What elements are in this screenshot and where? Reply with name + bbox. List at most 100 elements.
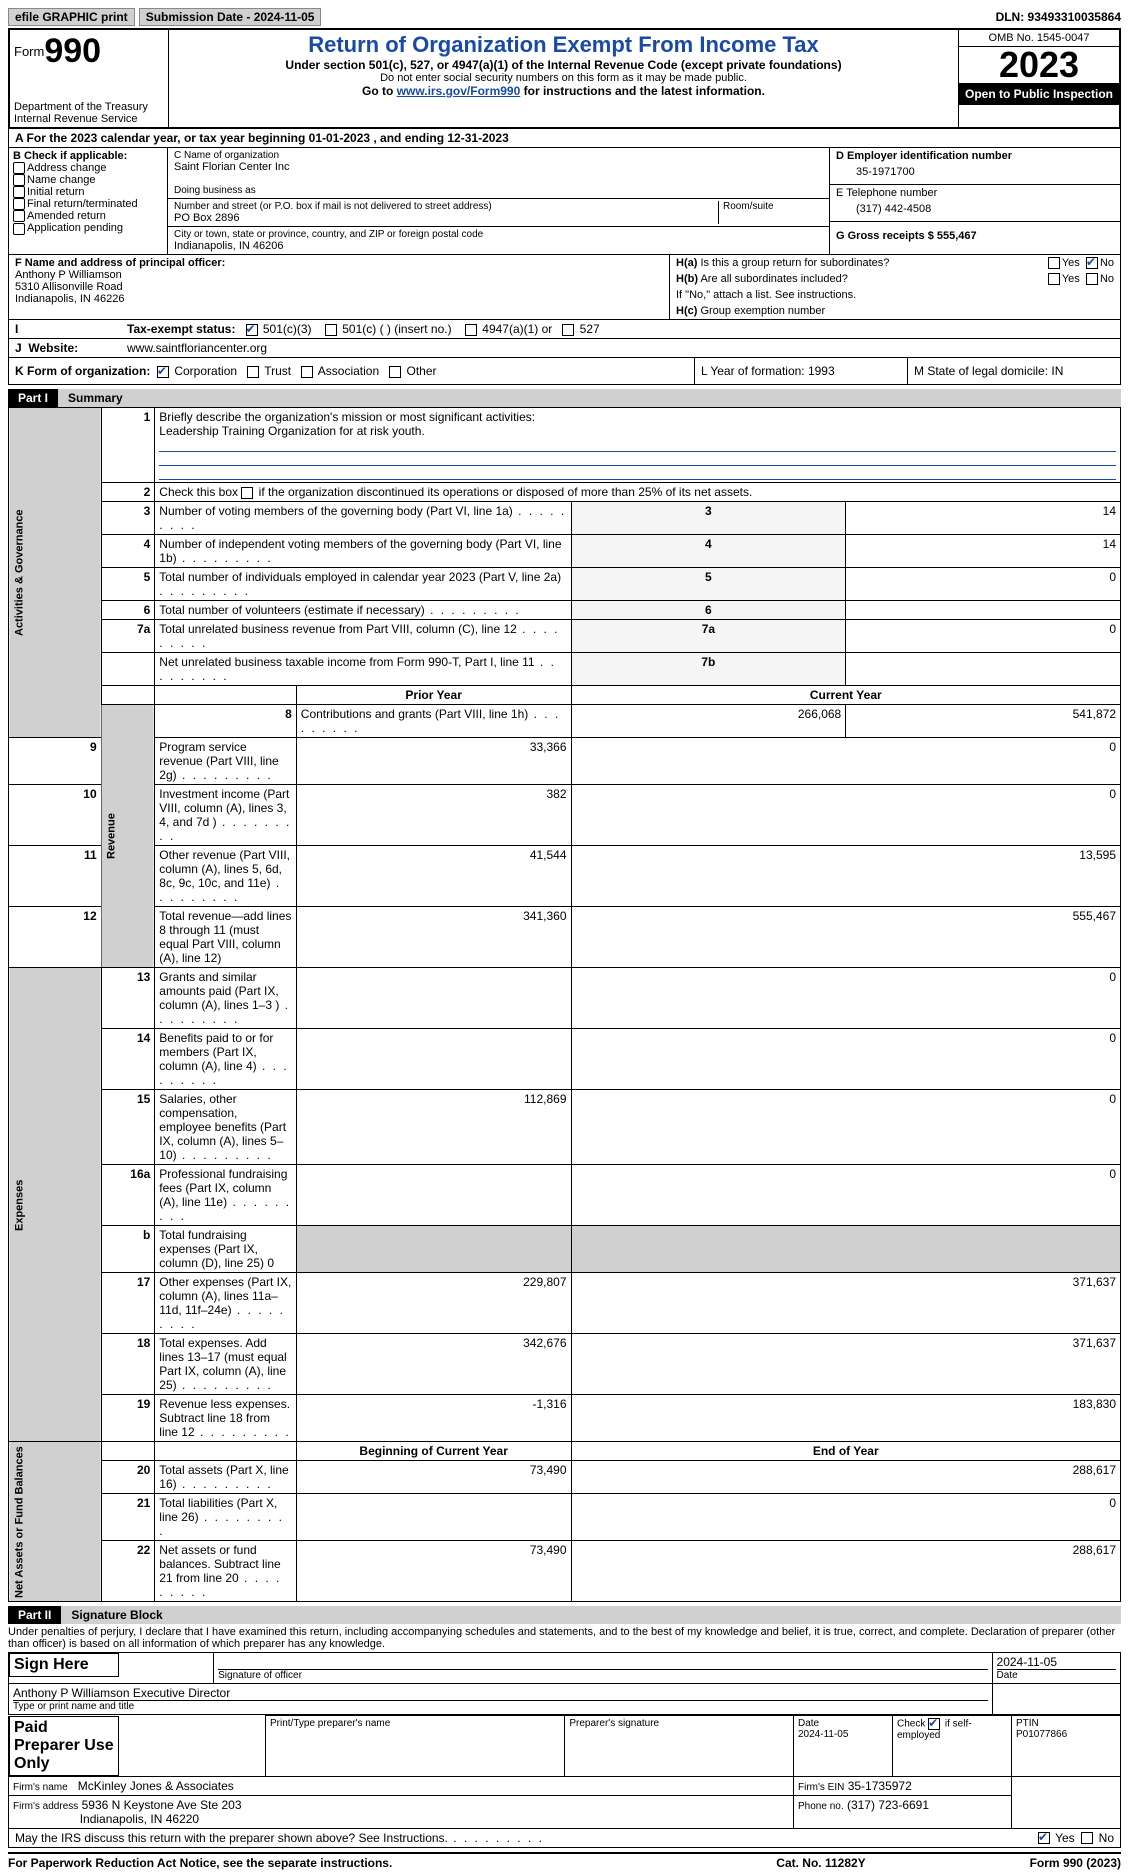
- firm-addr-label: Firm's address: [13, 1801, 78, 1812]
- opt-final-return: Final return/terminated: [27, 198, 138, 210]
- na-row-text: Total assets (Part X, line 16): [155, 1461, 297, 1494]
- officer-addr2: Indianapolis, IN 46226: [15, 293, 663, 305]
- rev-current: 555,467: [571, 907, 1120, 968]
- checkbox-527[interactable]: [562, 324, 574, 336]
- part-i-header: Part I Summary: [8, 389, 1121, 407]
- ag-row-val: 14: [846, 502, 1121, 535]
- checkbox-trust[interactable]: [247, 366, 259, 378]
- checkbox-self-employed[interactable]: [928, 1718, 940, 1730]
- part-i-title: Summary: [58, 389, 1121, 407]
- main-info-box: B Check if applicable: Address change Na…: [8, 148, 1121, 255]
- checkbox-501c3[interactable]: [246, 324, 258, 336]
- ag-row-num: 3: [101, 502, 155, 535]
- opt-amended-return: Amended return: [27, 210, 106, 222]
- dba-label: Doing business as: [174, 185, 823, 196]
- checkbox-discuss-no[interactable]: [1081, 1832, 1093, 1844]
- rev-prior: 41,544: [296, 846, 571, 907]
- checkbox-address-change[interactable]: [13, 162, 25, 174]
- footer-left: For Paperwork Reduction Act Notice, see …: [8, 1856, 721, 1870]
- rev-prior: 33,366: [296, 738, 571, 785]
- sig-officer-label: Signature of officer: [218, 1670, 987, 1681]
- checkbox-amended-return[interactable]: [13, 210, 25, 222]
- hdr-beg-year: Beginning of Current Year: [296, 1442, 571, 1461]
- phone-label: E Telephone number: [836, 187, 1114, 199]
- form990-link[interactable]: www.irs.gov/Form990: [397, 84, 521, 98]
- opt-association: Association: [318, 364, 379, 378]
- ag-row-val: 14: [846, 535, 1121, 568]
- exp-current: 183,830: [571, 1395, 1120, 1442]
- tax-exempt-label: Tax-exempt status:: [127, 322, 235, 336]
- checkbox-application-pending[interactable]: [13, 223, 25, 235]
- checkbox-ha-yes[interactable]: [1048, 257, 1060, 269]
- rev-row-num: 10: [9, 785, 102, 846]
- ag-row-num: 4: [101, 535, 155, 568]
- firm-name-label: Firm's name: [13, 1782, 68, 1793]
- discuss-text: May the IRS discuss this return with the…: [15, 1831, 1038, 1845]
- exp-row-text: Salaries, other compensation, employee b…: [155, 1090, 297, 1165]
- exp-prior: [296, 1165, 571, 1226]
- part-ii-header: Part II Signature Block: [8, 1606, 1121, 1624]
- part-ii-num: Part II: [8, 1606, 61, 1624]
- ag-row-box: 7b: [571, 653, 846, 686]
- website-value: www.saintfloriancenter.org: [121, 339, 1120, 357]
- checkbox-initial-return[interactable]: [13, 186, 25, 198]
- ag-row-val: 0: [846, 568, 1121, 601]
- checkbox-other[interactable]: [389, 366, 401, 378]
- exp-row-num: 18: [101, 1334, 155, 1395]
- exp-row-num: 19: [101, 1395, 155, 1442]
- signature-table: Sign Here Signature of officer 2024-11-0…: [8, 1652, 1121, 1715]
- form-word: Form: [14, 44, 44, 59]
- ag-row-val: [846, 601, 1121, 620]
- tax-year: 2023: [959, 47, 1119, 83]
- opt-4947: 4947(a)(1) or: [482, 322, 552, 336]
- summary-table: Activities & Governance 1 Briefly descri…: [8, 407, 1121, 1602]
- prep-sig-label: Preparer's signature: [565, 1716, 794, 1777]
- row-a-tax-year: A For the 2023 calendar year, or tax yea…: [8, 129, 1121, 148]
- efile-print-button[interactable]: efile GRAPHIC print: [8, 8, 135, 26]
- checkbox-discontinued[interactable]: [241, 487, 253, 499]
- h-section: H(a) Is this a group return for subordin…: [669, 255, 1120, 319]
- rev-row-text: Total revenue—add lines 8 through 11 (mu…: [155, 907, 297, 968]
- goto-suffix: for instructions and the latest informat…: [520, 84, 765, 98]
- checkbox-corporation[interactable]: [157, 366, 169, 378]
- exp-16b-num: b: [101, 1226, 155, 1273]
- rev-current: 0: [571, 738, 1120, 785]
- form-subtitle: Under section 501(c), 527, or 4947(a)(1)…: [175, 58, 952, 72]
- ag-row-val: [846, 653, 1121, 686]
- checkbox-association[interactable]: [301, 366, 313, 378]
- checkbox-4947[interactable]: [465, 324, 477, 336]
- exp-row-num: 13: [101, 968, 155, 1029]
- exp-row-num: 16a: [101, 1165, 155, 1226]
- ag-row-val: 0: [846, 620, 1121, 653]
- checkbox-hb-yes[interactable]: [1048, 273, 1060, 285]
- type-name-label: Type or print name and title: [13, 1701, 988, 1712]
- dept-label: Department of the Treasury Internal Reve…: [14, 101, 164, 125]
- penalties-text: Under penalties of perjury, I declare th…: [8, 1624, 1121, 1652]
- exp-prior: 112,869: [296, 1090, 571, 1165]
- col-b-header: B Check if applicable:: [13, 150, 163, 162]
- city-value: Indianapolis, IN 46206: [174, 240, 823, 252]
- exp-current: 0: [571, 1029, 1120, 1090]
- discuss-yes: Yes: [1055, 1831, 1075, 1845]
- checkbox-final-return[interactable]: [13, 198, 25, 210]
- firm-ein-label: Firm's EIN: [798, 1782, 844, 1793]
- checkbox-name-change[interactable]: [13, 174, 25, 186]
- checkbox-discuss-yes[interactable]: [1038, 1832, 1050, 1844]
- ag-row-text: Total unrelated business revenue from Pa…: [155, 620, 571, 653]
- footer-mid: Cat. No. 11282Y: [721, 1856, 921, 1870]
- na-row-text: Total liabilities (Part X, line 26): [155, 1494, 297, 1541]
- footer-row: For Paperwork Reduction Act Notice, see …: [8, 1852, 1121, 1870]
- ag-row-num: 5: [101, 568, 155, 601]
- checkbox-ha-no[interactable]: [1086, 257, 1098, 269]
- year-formation: L Year of formation: 1993: [694, 358, 907, 384]
- checkbox-hb-no[interactable]: [1086, 273, 1098, 285]
- checkbox-501c[interactable]: [325, 324, 337, 336]
- exp-prior: -1,316: [296, 1395, 571, 1442]
- opt-527: 527: [580, 322, 600, 336]
- rev-row-num: 11: [9, 846, 102, 907]
- exp-row-num: 17: [101, 1273, 155, 1334]
- preparer-table: Paid Preparer Use Only Print/Type prepar…: [8, 1715, 1121, 1829]
- ha-yes-label: Yes: [1062, 257, 1080, 269]
- exp-row-num: 15: [101, 1090, 155, 1165]
- ag-row-num: 7a: [101, 620, 155, 653]
